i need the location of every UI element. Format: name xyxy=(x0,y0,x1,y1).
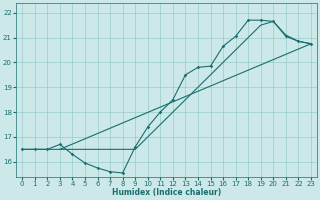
X-axis label: Humidex (Indice chaleur): Humidex (Indice chaleur) xyxy=(112,188,221,197)
